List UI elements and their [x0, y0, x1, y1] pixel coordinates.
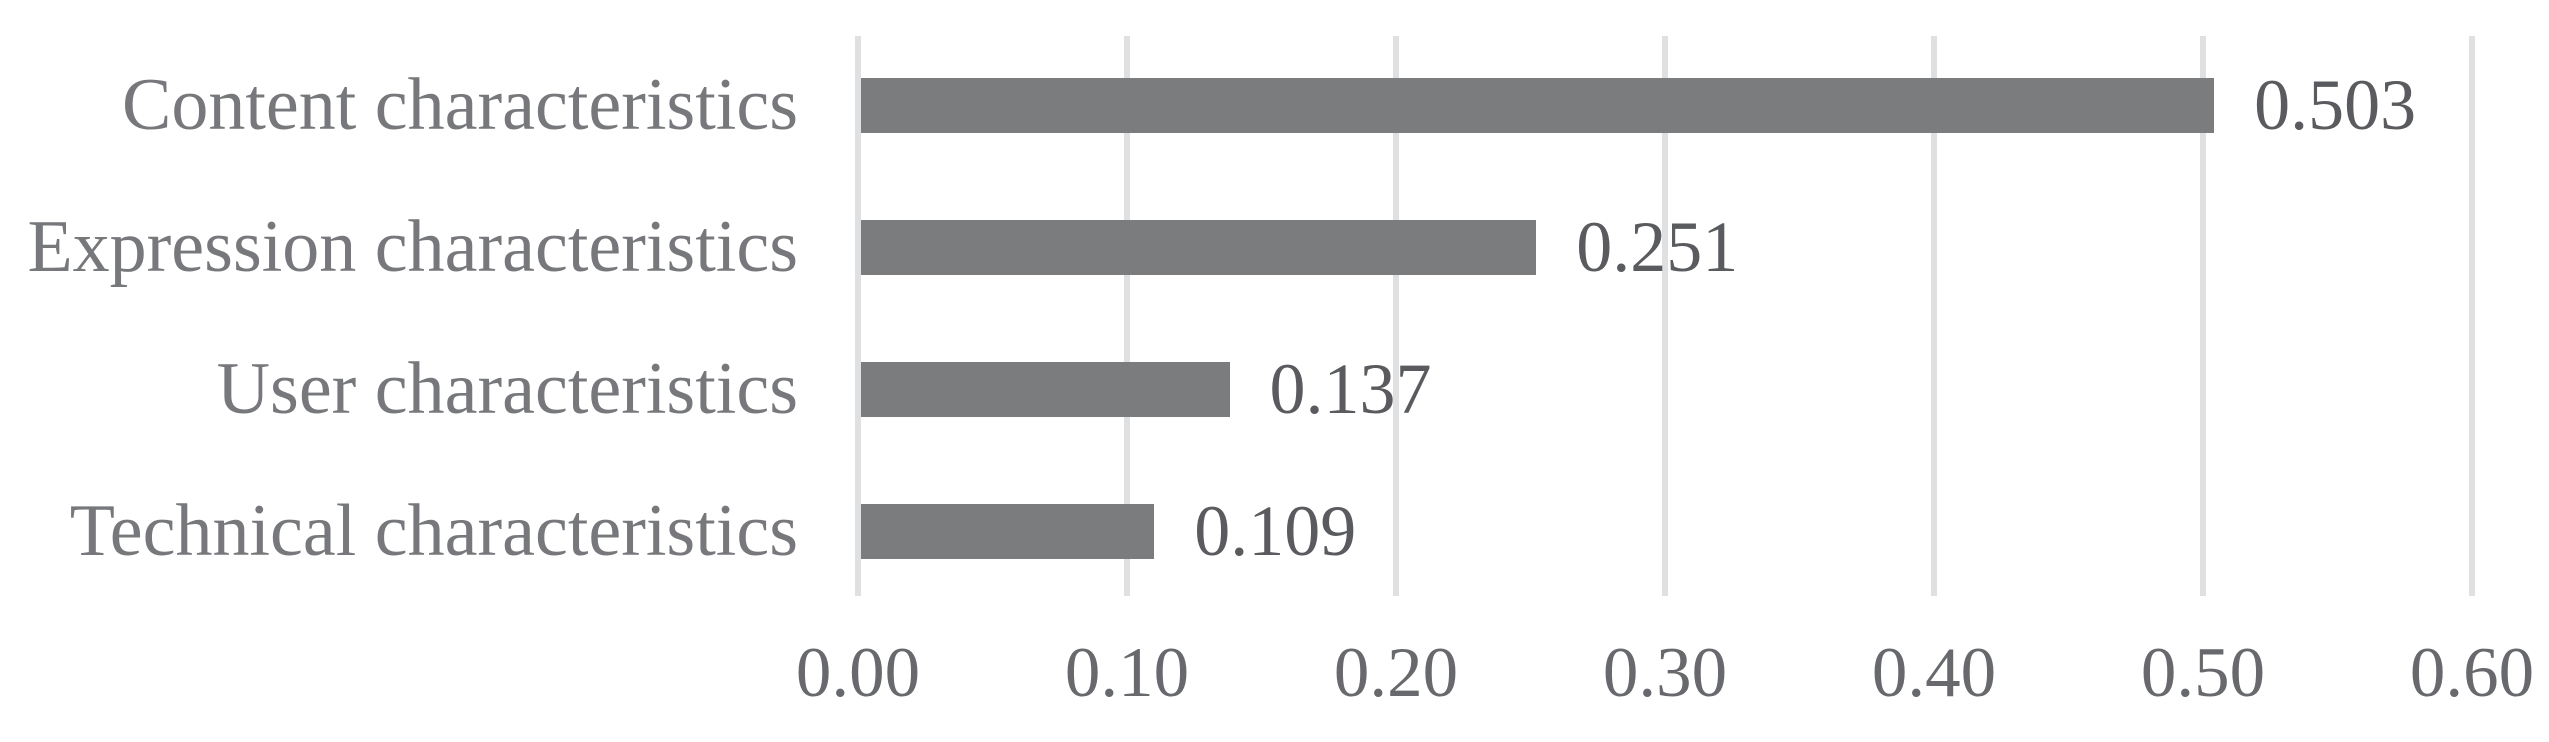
gridline-0.60 — [2469, 36, 2475, 596]
value-label-technical-characteristics: 0.109 — [1194, 491, 1357, 571]
x-tick-label-0.60: 0.60 — [2409, 633, 2535, 712]
bar-user-characteristics — [861, 361, 1230, 417]
gridline-0.20 — [1393, 36, 1399, 596]
gridline-0.40 — [1931, 36, 1937, 596]
gridline-0.10 — [1124, 36, 1130, 596]
x-tick-label-0.20: 0.20 — [1333, 633, 1459, 712]
value-label-content-characteristics: 0.503 — [2254, 65, 2417, 145]
x-tick-label-0.00: 0.00 — [795, 633, 921, 712]
bar-content-characteristics — [861, 77, 2215, 133]
category-label-expression-characteristics: Expression characteristics — [27, 206, 798, 288]
x-tick-label-0.40: 0.40 — [1871, 633, 1997, 712]
value-label-expression-characteristics: 0.251 — [1576, 207, 1739, 287]
gridline-0.30 — [1662, 36, 1668, 596]
gridline-0.50 — [2200, 36, 2206, 596]
x-tick-label-0.10: 0.10 — [1064, 633, 1190, 712]
category-label-user-characteristics: User characteristics — [216, 348, 798, 430]
value-label-user-characteristics: 0.137 — [1269, 349, 1432, 429]
gridline-0.00 — [855, 36, 861, 596]
category-label-content-characteristics: Content characteristics — [121, 64, 798, 146]
x-tick-label-0.30: 0.30 — [1602, 633, 1728, 712]
bar-technical-characteristics — [861, 503, 1155, 559]
x-tick-label-0.50: 0.50 — [2140, 633, 2266, 712]
category-label-technical-characteristics: Technical characteristics — [69, 490, 798, 572]
bar-expression-characteristics — [861, 219, 1537, 275]
